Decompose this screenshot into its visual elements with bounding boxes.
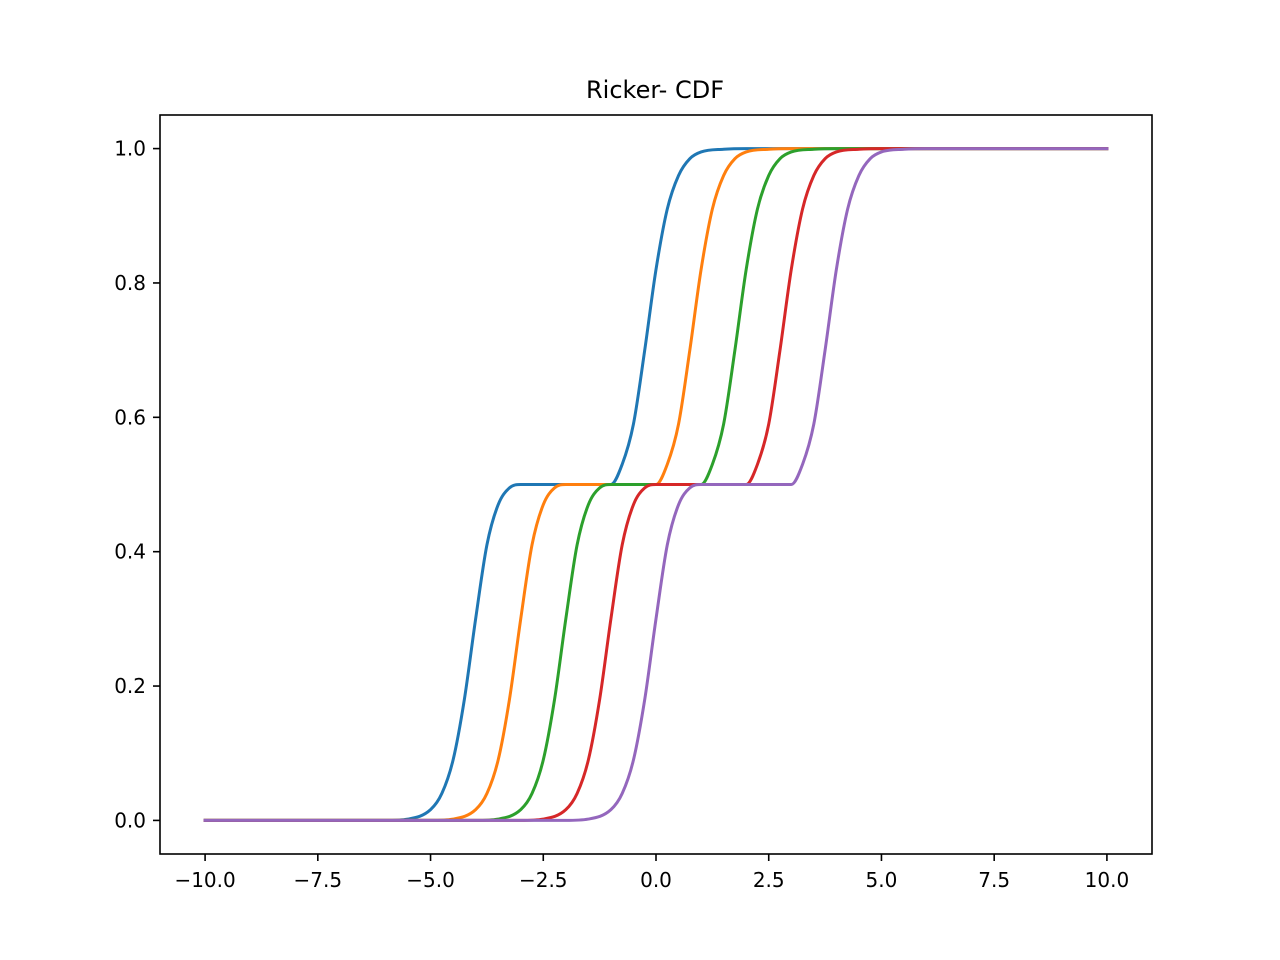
y-tick-label: 0.0 <box>114 808 146 832</box>
x-tick-label: 5.0 <box>866 868 898 892</box>
y-tick-label: 0.6 <box>114 405 146 429</box>
y-tick-label: 0.8 <box>114 271 146 295</box>
series-layer <box>203 147 1109 822</box>
x-tick-label: −10.0 <box>174 868 235 892</box>
x-tick-label: −5.0 <box>406 868 455 892</box>
x-tick-label: 2.5 <box>753 868 785 892</box>
y-tick-label: 1.0 <box>114 137 146 161</box>
x-tick-label: 7.5 <box>978 868 1010 892</box>
x-tick-label: −2.5 <box>519 868 568 892</box>
y-tick-label: 0.2 <box>114 674 146 698</box>
y-tick-label: 0.4 <box>114 540 146 564</box>
chart-title: Ricker- CDF <box>586 76 724 104</box>
x-tick-label: 0.0 <box>640 868 672 892</box>
x-axis: −10.0 −7.5 −5.0 −2.5 0.0 2.5 5.0 7.5 10.0 <box>174 854 1129 892</box>
x-tick-label: 10.0 <box>1085 868 1130 892</box>
y-axis: 0.0 0.2 0.4 0.6 0.8 1.0 <box>114 137 160 832</box>
x-tick-label: −7.5 <box>294 868 343 892</box>
series-line-5 <box>203 147 1109 822</box>
